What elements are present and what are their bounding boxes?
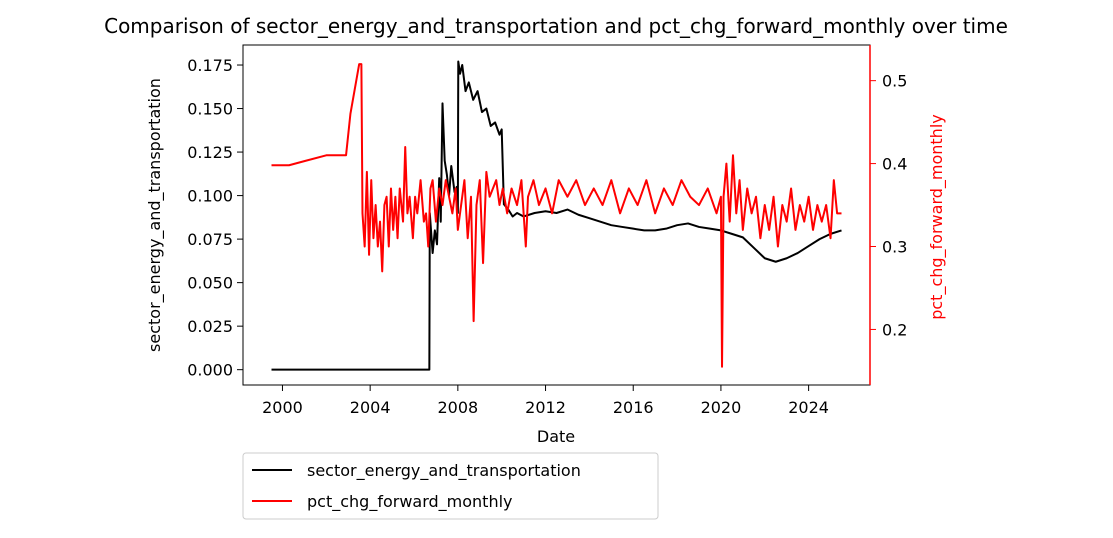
left-y-tick-label: 0.050: [187, 274, 233, 293]
legend-box: [242, 452, 659, 520]
legend-label-sector-energy: sector_energy_and_transportation: [307, 461, 581, 481]
right-y-tick-label: 0.2: [882, 320, 907, 339]
right-y-axis-ticks: 0.2 0.3 0.4 0.5: [870, 72, 907, 339]
left-y-tick-label: 0.175: [187, 56, 233, 75]
legend: sector_energy_and_transportation pct_chg…: [242, 452, 659, 520]
x-axis-ticks: 2000 2004 2008 2012 2016 2020 2024: [262, 385, 829, 417]
x-tick-label: 2012: [525, 398, 566, 417]
left-y-tick-label: 0.100: [187, 187, 233, 206]
x-tick-label: 2020: [701, 398, 742, 417]
left-y-tick-label: 0.125: [187, 143, 233, 162]
right-y-axis-label: pct_chg_forward_monthly: [927, 114, 947, 320]
left-y-tick-label: 0.150: [187, 100, 233, 119]
legend-label-pct-chg: pct_chg_forward_monthly: [307, 492, 513, 512]
x-axis-label: Date: [537, 427, 575, 446]
left-y-tick-label: 0.075: [187, 230, 233, 249]
right-y-tick-label: 0.4: [882, 155, 907, 174]
series-line-pct-chg-forward-monthly: [271, 63, 842, 368]
x-tick-label: 2008: [437, 398, 478, 417]
x-tick-label: 2004: [350, 398, 391, 417]
x-tick-label: 2016: [613, 398, 654, 417]
series-layer: [271, 60, 842, 371]
chart-title: Comparison of sector_energy_and_transpor…: [104, 14, 1008, 38]
right-y-tick-label: 0.3: [882, 238, 907, 257]
left-y-tick-label: 0.025: [187, 317, 233, 336]
right-y-tick-label: 0.5: [882, 72, 907, 91]
x-tick-label: 2000: [262, 398, 303, 417]
left-y-axis-label: sector_energy_and_transportation: [145, 78, 165, 352]
left-y-axis-ticks: 0.000 0.025 0.050 0.075 0.100 0.125 0.150 0.175: [187, 56, 243, 380]
left-y-tick-label: 0.000: [187, 361, 233, 380]
x-tick-label: 2024: [788, 398, 829, 417]
series-line-sector-energy-and-transportation: [271, 60, 842, 371]
